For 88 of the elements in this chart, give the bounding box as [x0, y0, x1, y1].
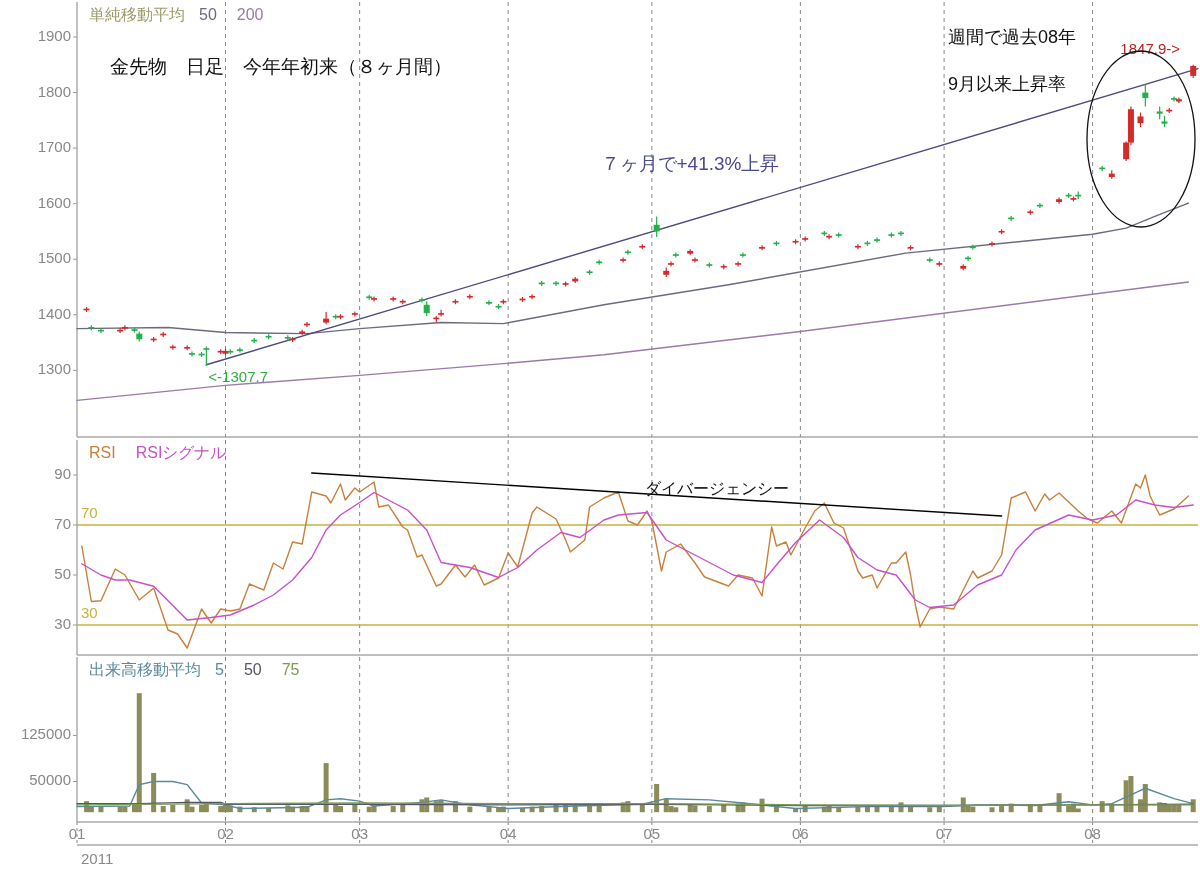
bar — [999, 806, 1005, 813]
bar — [337, 806, 343, 813]
candlestick — [826, 233, 833, 240]
bar — [151, 772, 157, 813]
y-tick-label: 50000 — [29, 771, 71, 789]
bar — [390, 806, 396, 813]
annotation: 1847.9-> — [1120, 39, 1181, 57]
ref-line-label: 70 — [81, 503, 98, 521]
x-tick-label: 06 — [792, 824, 809, 842]
bar — [352, 804, 358, 813]
candlestick — [620, 256, 627, 264]
text: 50 — [199, 6, 217, 24]
legend-title: 単純移動平均 — [89, 6, 185, 24]
y-tick-label: 1700 — [37, 138, 71, 156]
candlestick — [529, 293, 536, 300]
y-tick-label: 1900 — [37, 26, 71, 44]
text: 75 — [281, 661, 300, 679]
x-tick-label: 03 — [351, 824, 368, 842]
candlestick — [759, 244, 766, 251]
y-tick-label: 1400 — [37, 304, 71, 322]
candlestick — [371, 295, 378, 303]
candlestick — [351, 310, 358, 318]
bar — [136, 693, 142, 813]
annotation: 9月以来上昇率 — [948, 73, 1067, 94]
x-tick-label: 01 — [68, 824, 86, 842]
line-series — [81, 474, 1190, 649]
x-tick-label: 05 — [643, 824, 661, 842]
bar — [160, 806, 166, 813]
candlestick — [1142, 83, 1149, 108]
x-tick-label: 02 — [217, 824, 234, 842]
candlestick — [485, 299, 492, 306]
bar — [199, 804, 205, 813]
bar — [333, 804, 339, 813]
y-tick-label: 30 — [54, 614, 71, 632]
bar — [587, 806, 593, 813]
line-series — [76, 202, 1190, 335]
candlestick — [203, 345, 210, 367]
ref-line-label: 30 — [81, 603, 98, 621]
candlestick — [121, 324, 128, 331]
text: 5 — [215, 661, 224, 679]
candlestick — [854, 243, 861, 250]
bar — [218, 806, 224, 813]
bar — [400, 804, 406, 813]
annotation: ７ヶ月で+41.3%上昇 — [600, 153, 780, 175]
candlestick — [418, 296, 425, 304]
annotation: <-1307.7 — [208, 368, 268, 386]
candlestick — [989, 240, 995, 248]
text: RSIシグナル — [135, 444, 227, 462]
annotation: 週間で過去08年 — [948, 26, 1077, 47]
y-tick-label: 1500 — [37, 249, 71, 267]
annotation: ダイバージェンシー — [645, 480, 789, 498]
bar — [927, 807, 933, 813]
candlestick — [438, 309, 445, 318]
bar — [1066, 806, 1072, 813]
candlestick — [188, 350, 195, 358]
x-tick-label: 04 — [499, 824, 517, 842]
candlestick — [624, 249, 631, 256]
x-tick-label: 08 — [1084, 824, 1101, 842]
bar — [692, 805, 698, 813]
y-tick-label: 1800 — [37, 82, 71, 100]
text: 200 — [236, 6, 264, 24]
candlestick — [735, 260, 742, 268]
y-tick-label: 70 — [54, 514, 71, 532]
y-tick-label: 1600 — [37, 193, 71, 211]
candlestick — [668, 260, 675, 268]
y-tick-label: 125000 — [20, 725, 71, 743]
y-tick-label: 50 — [54, 564, 71, 582]
y-tick-label: 1300 — [37, 360, 71, 378]
candlestick — [323, 311, 330, 325]
bar — [323, 763, 329, 813]
line-series — [76, 281, 1190, 402]
candlestick — [739, 251, 746, 259]
candlestick — [874, 236, 881, 244]
bar — [170, 804, 176, 813]
text: 金先物 日足 今年年初来（８ヶ月間） — [110, 56, 452, 78]
candlestick — [691, 256, 698, 264]
x-tick-label: 07 — [935, 824, 953, 842]
text: 50 — [243, 661, 262, 679]
bar — [706, 806, 712, 813]
bar — [673, 807, 679, 813]
text: RSI — [89, 444, 116, 462]
bar — [1128, 776, 1134, 813]
bar — [989, 807, 995, 813]
x-axis-title: 2011 — [81, 849, 114, 867]
legend-title: 出来高移動平均 — [89, 661, 201, 679]
candlestick — [653, 215, 660, 238]
y-tick-label: 90 — [54, 464, 71, 482]
candlestick — [236, 346, 243, 354]
